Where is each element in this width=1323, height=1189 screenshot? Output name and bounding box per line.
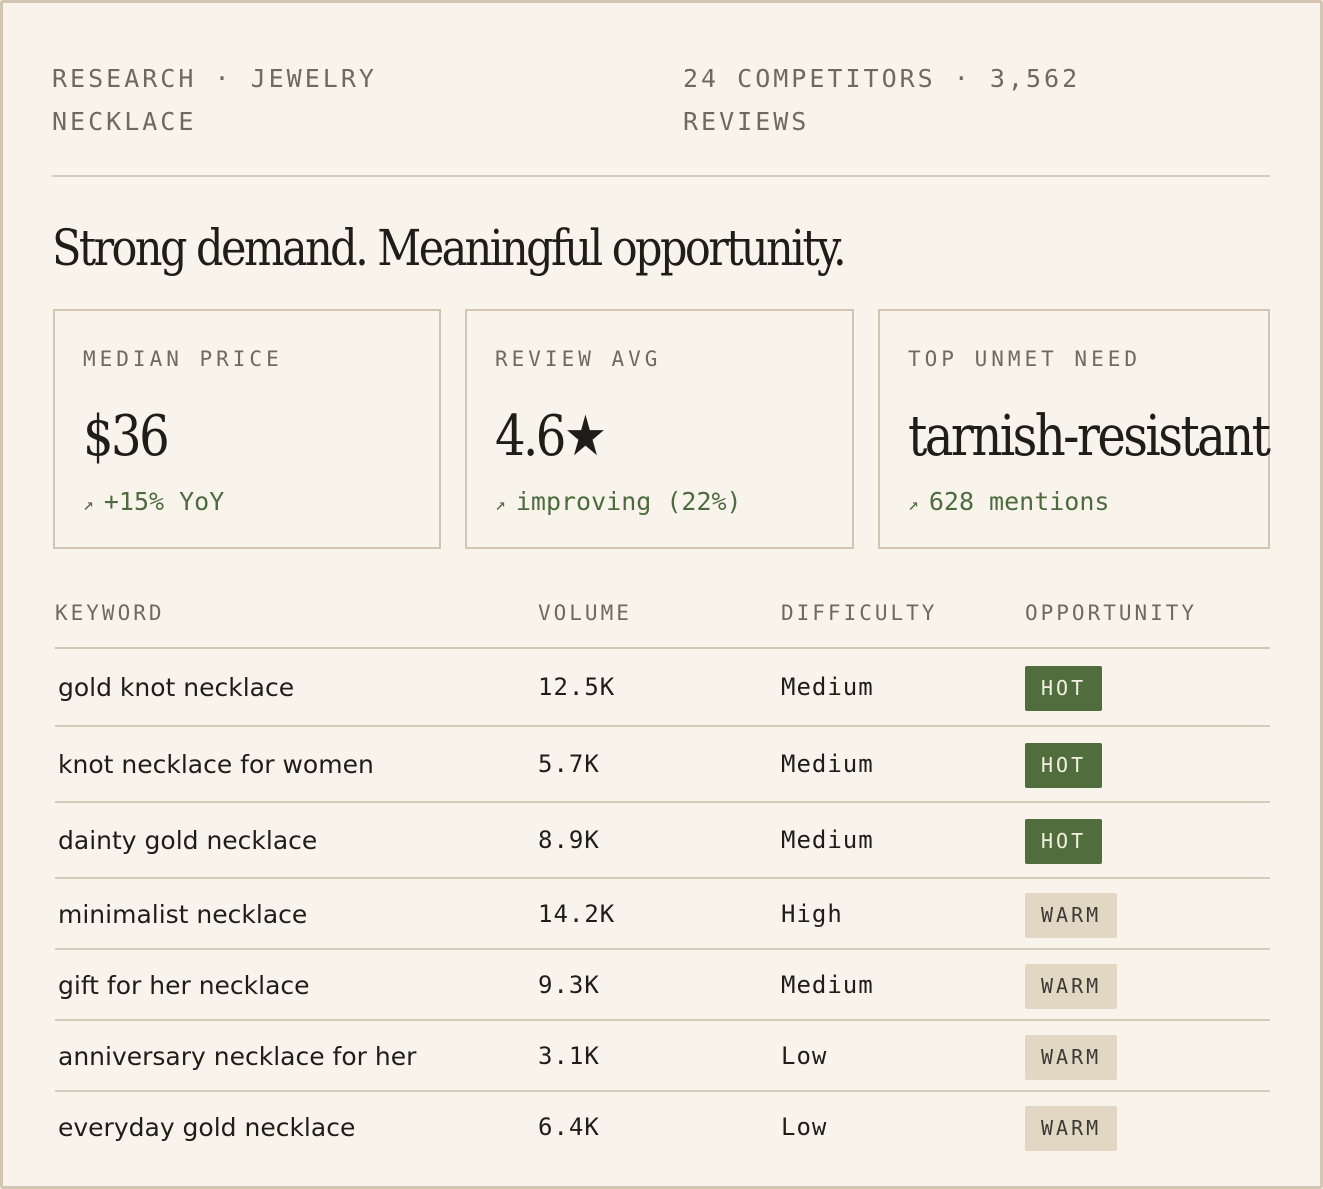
- opportunity-badge: WARM: [1025, 964, 1118, 1009]
- divider: [52, 175, 1270, 177]
- metric-label: TOP UNMET NEED: [908, 347, 1142, 371]
- opportunity-badge: HOT: [1025, 819, 1103, 864]
- keyword-cell: anniversary necklace for her: [58, 1042, 417, 1071]
- metric-trend: ↗ +15% YoY: [83, 487, 224, 516]
- difficulty-cell: Medium: [781, 826, 874, 854]
- metric-card-median-price: MEDIAN PRICE $36 ↗ +15% YoY: [53, 309, 441, 549]
- opportunity-badge: WARM: [1025, 1106, 1118, 1151]
- table-row: gift for her necklace 9.3K Medium WARM: [55, 950, 1270, 1021]
- keyword-table: KEYWORD VOLUME DIFFICULTY OPPORTUNITY go…: [55, 589, 1270, 1164]
- difficulty-cell: High: [781, 900, 843, 928]
- table-row: minimalist necklace 14.2K High WARM: [55, 879, 1270, 950]
- metric-trend-text: improving (22%): [515, 487, 742, 516]
- volume-cell: 14.2K: [538, 900, 616, 928]
- opportunity-badge: WARM: [1025, 893, 1118, 938]
- arrow-up-right-icon: ↗: [83, 494, 94, 515]
- table-row: gold knot necklace 12.5K Medium HOT: [55, 649, 1270, 727]
- metric-label: REVIEW AVG: [495, 347, 662, 371]
- difficulty-cell: Low: [781, 1113, 828, 1141]
- keyword-cell: knot necklace for women: [58, 750, 374, 779]
- volume-cell: 6.4K: [538, 1113, 600, 1141]
- metric-label: MEDIAN PRICE: [83, 347, 283, 371]
- metric-card-review-avg: REVIEW AVG 4.6★ ↗ improving (22%): [465, 309, 854, 549]
- metric-trend: ↗ improving (22%): [495, 487, 742, 516]
- column-header-volume: VOLUME: [538, 601, 632, 625]
- opportunity-badge: HOT: [1025, 666, 1103, 711]
- metric-trend: ↗ 628 mentions: [908, 487, 1109, 516]
- metric-trend-text: +15% YoY: [103, 487, 225, 516]
- column-header-opportunity: OPPORTUNITY: [1025, 601, 1198, 625]
- table-row: dainty gold necklace 8.9K Medium HOT: [55, 803, 1270, 879]
- metric-value: tarnish-resistant: [908, 404, 1271, 469]
- metric-value: $36: [83, 404, 170, 469]
- opportunity-badge: WARM: [1025, 1035, 1118, 1080]
- arrow-up-right-icon: ↗: [495, 494, 506, 515]
- column-header-difficulty: DIFFICULTY: [781, 601, 938, 625]
- page-title: Strong demand. Meaningful opportunity.: [52, 219, 847, 277]
- volume-cell: 9.3K: [538, 971, 600, 999]
- metric-card-top-unmet-need: TOP UNMET NEED tarnish-resistant ↗ 628 me…: [878, 309, 1271, 549]
- table-row: anniversary necklace for her 3.1K Low WARM: [55, 1021, 1270, 1092]
- table-row: knot necklace for women 5.7K Medium HOT: [55, 727, 1270, 803]
- volume-cell: 12.5K: [538, 673, 616, 701]
- metric-value: 4.6★: [495, 404, 607, 469]
- opportunity-badge: HOT: [1025, 743, 1103, 788]
- keyword-cell: minimalist necklace: [58, 900, 308, 929]
- table-header: KEYWORD VOLUME DIFFICULTY OPPORTUNITY: [55, 589, 1270, 649]
- difficulty-cell: Medium: [781, 750, 874, 778]
- research-category: RESEARCH · JEWELRY NECKLACE: [52, 64, 377, 136]
- metric-trend-text: 628 mentions: [928, 487, 1110, 516]
- difficulty-cell: Medium: [781, 673, 874, 701]
- keyword-cell: gold knot necklace: [58, 673, 295, 702]
- difficulty-cell: Low: [781, 1042, 828, 1070]
- arrow-up-right-icon: ↗: [908, 494, 919, 515]
- difficulty-cell: Medium: [781, 971, 874, 999]
- research-stats: 24 COMPETITORS · 3,562 REVIEWS: [683, 64, 1081, 136]
- volume-cell: 5.7K: [538, 750, 600, 778]
- table-row: everyday gold necklace 6.4K Low WARM: [55, 1092, 1270, 1164]
- volume-cell: 3.1K: [538, 1042, 600, 1070]
- keyword-cell: everyday gold necklace: [58, 1113, 356, 1142]
- column-header-keyword: KEYWORD: [55, 601, 165, 625]
- keyword-cell: dainty gold necklace: [58, 826, 318, 855]
- keyword-cell: gift for her necklace: [58, 971, 310, 1000]
- volume-cell: 8.9K: [538, 826, 600, 854]
